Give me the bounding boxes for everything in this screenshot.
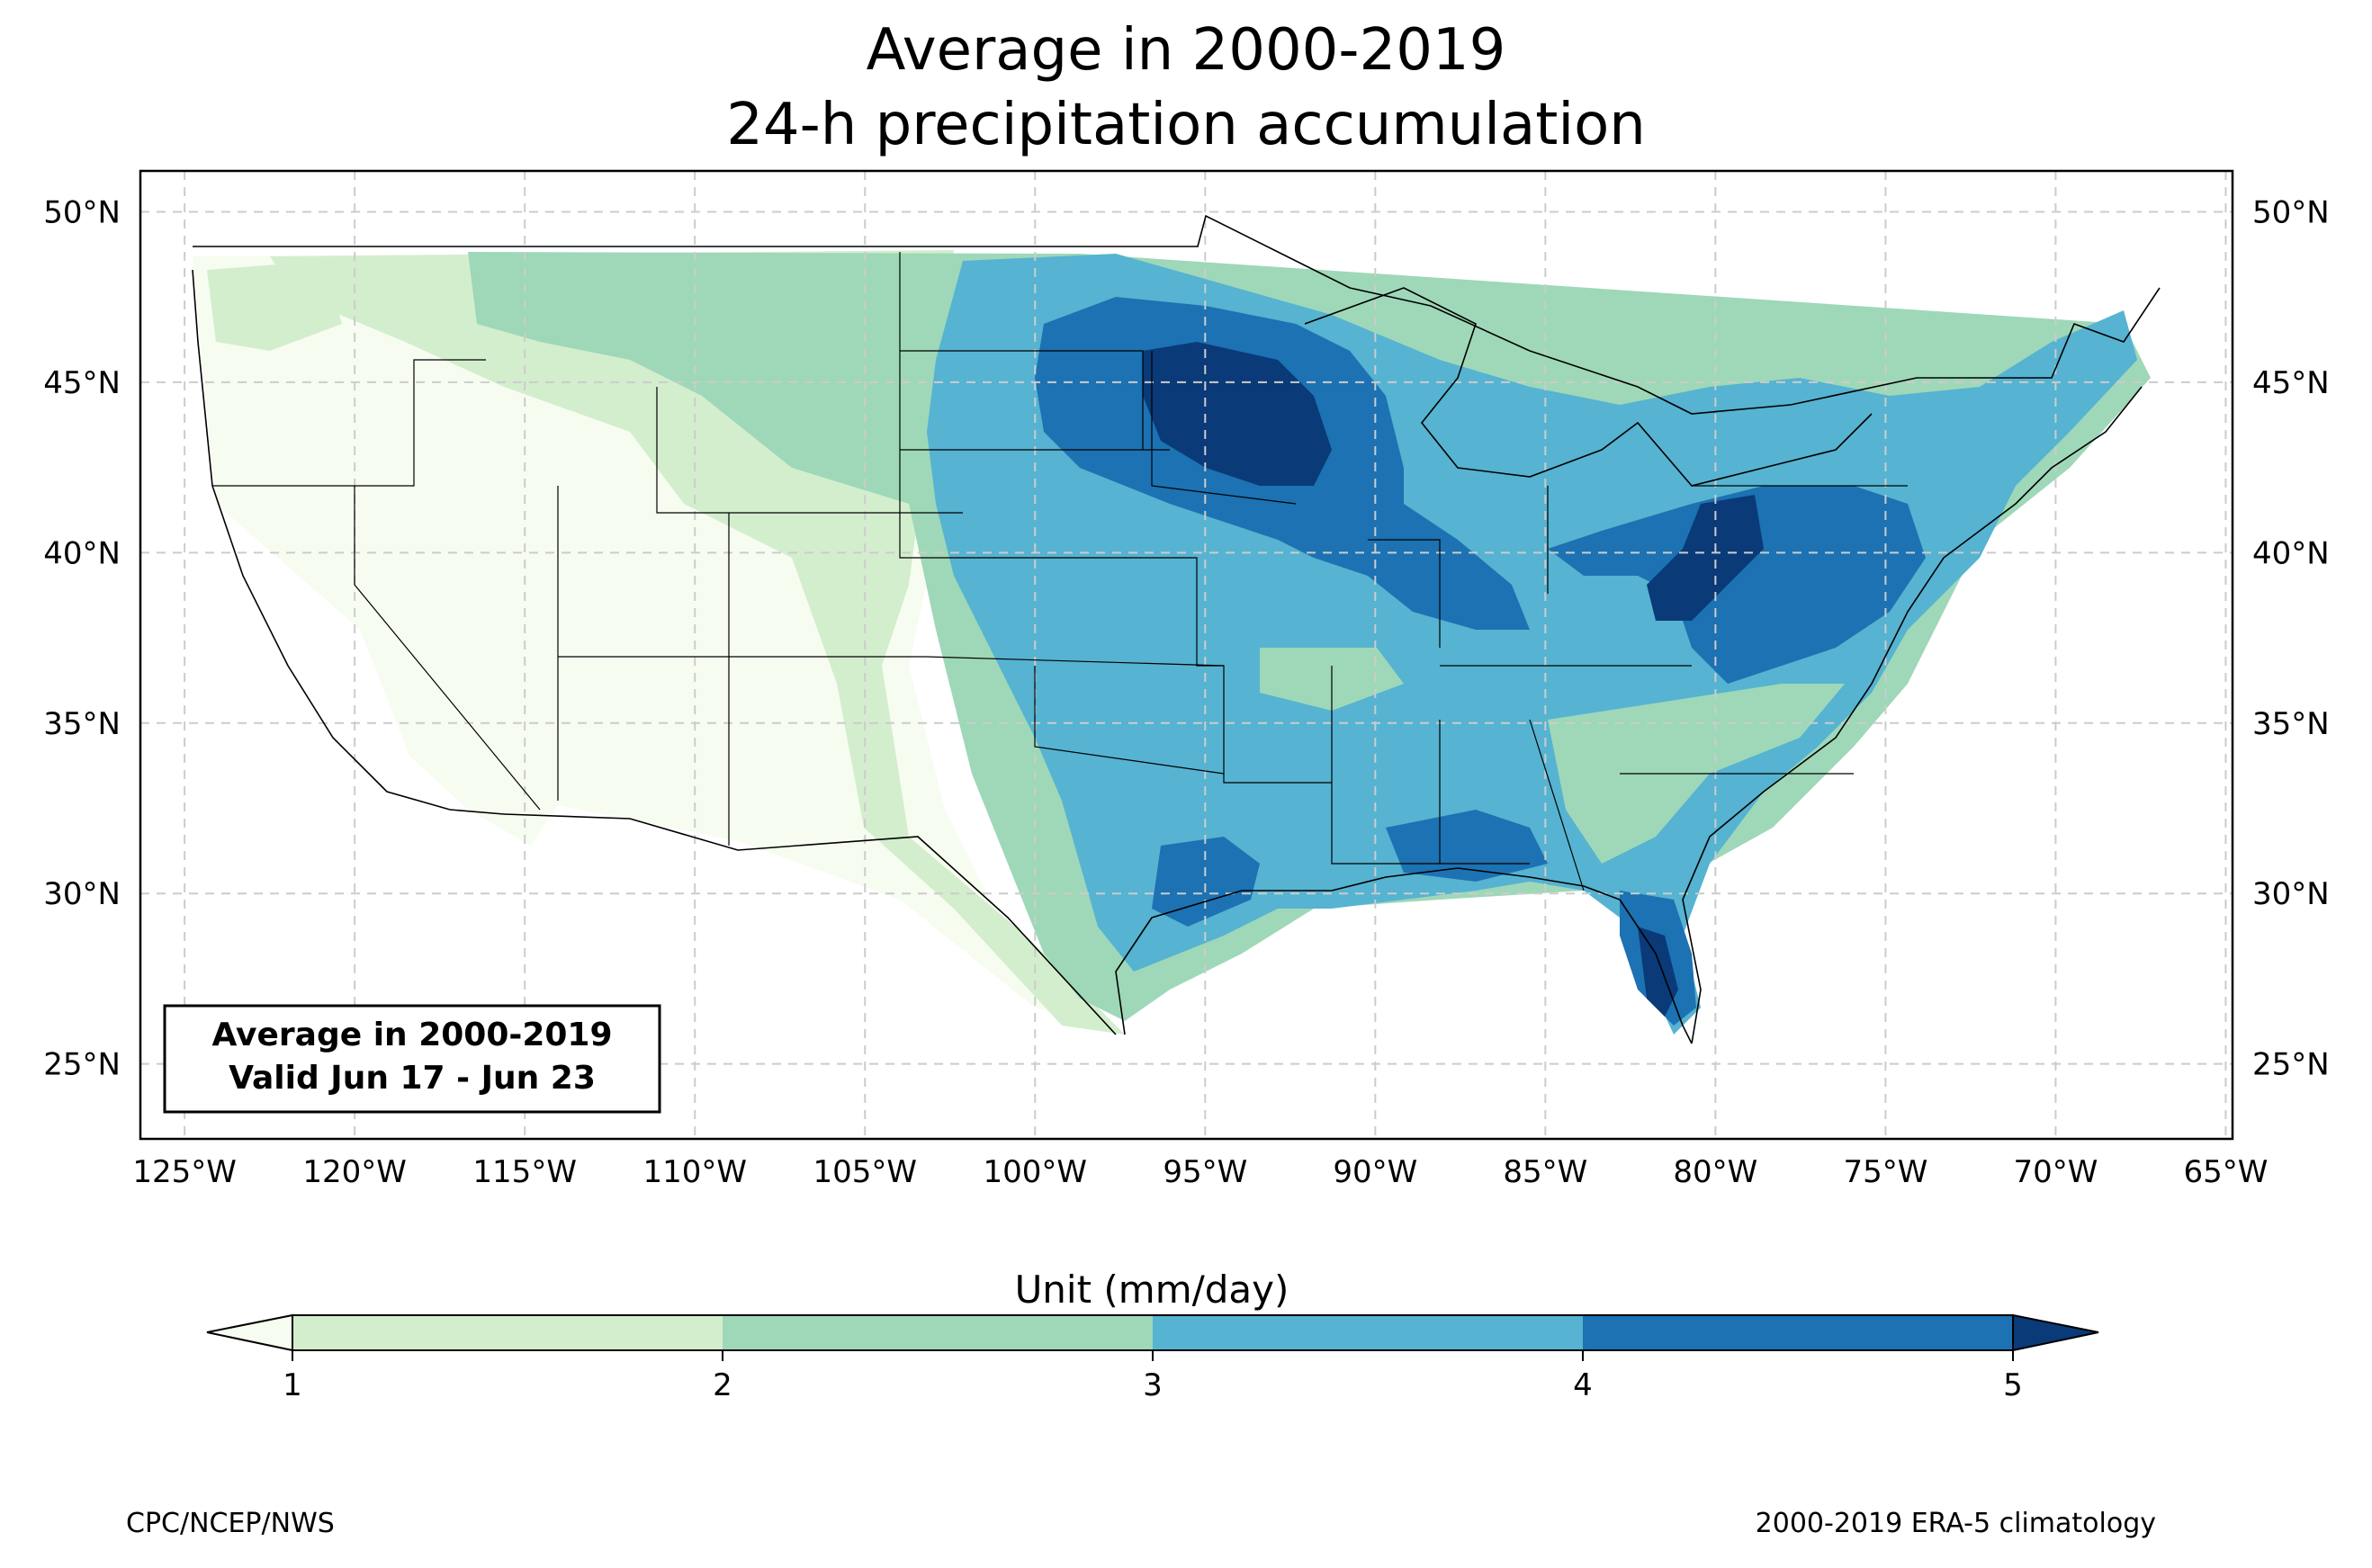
- map-frame: [139, 169, 2234, 1141]
- precip-band-1-2-nw: [207, 261, 342, 351]
- precip-field: [193, 250, 2151, 1035]
- state-line: [899, 252, 963, 559]
- colorbar-tick-label: 3: [1143, 1367, 1163, 1403]
- map-panel: Average in 2000-2019 Valid Jun 17 - Jun …: [43, 169, 2330, 1190]
- state-line: [354, 486, 541, 811]
- state-line: [656, 387, 963, 514]
- state-line: [1034, 666, 1225, 775]
- lat-tick-label-left: 30°N: [43, 876, 121, 912]
- info-box-frame: [163, 1004, 661, 1114]
- lon-tick-label: 125°W: [132, 1154, 237, 1190]
- lat-tick-label-right: 45°N: [2252, 365, 2330, 401]
- colorbar-segment-2-3: [723, 1315, 1153, 1350]
- colorbar-extend-low: [206, 1313, 293, 1352]
- lat-tick-label-right: 50°N: [2252, 194, 2330, 230]
- footer-left: CPC/NCEP/NWS: [126, 1508, 335, 1539]
- footer-right: 2000-2019 ERA-5 climatology: [1756, 1508, 2156, 1539]
- state-line: [1151, 351, 1297, 505]
- precip-above-5-east: [1647, 495, 1764, 621]
- longitude-tick-labels: 125°W 120°W 115°W 110°W 105°W 100°W 95°W 90°W 85…: [132, 1154, 2268, 1190]
- lat-tick-label-left: 35°N: [43, 706, 121, 742]
- colorbar-segment-3-4: [1153, 1315, 1583, 1350]
- state-line: [1331, 666, 1530, 865]
- state-line: [926, 656, 1332, 784]
- colorbar-tick-label: 4: [1573, 1367, 1593, 1403]
- lon-tick-label: 95°W: [1163, 1154, 1247, 1190]
- gulf-coast: [1115, 867, 1693, 1044]
- mexico-border: [503, 813, 1117, 1035]
- lon-tick-label: 120°W: [302, 1154, 407, 1190]
- colorbar-tick-label: 2: [713, 1367, 732, 1403]
- lon-tick-label: 105°W: [813, 1154, 917, 1190]
- colorbar-segment-4-5: [1583, 1315, 2013, 1350]
- lon-tick-label: 110°W: [642, 1154, 747, 1190]
- colorbar-label: Unit (mm/day): [1015, 1268, 1289, 1312]
- info-box-line1: Average in 2000-2019: [211, 1017, 612, 1053]
- lon-tick-label: 90°W: [1333, 1154, 1417, 1190]
- lat-tick-label-left: 25°N: [43, 1047, 121, 1083]
- lat-tick-label-right: 35°N: [2252, 706, 2330, 742]
- lat-tick-label-right: 40°N: [2252, 535, 2330, 571]
- lat-tick-label-left: 50°N: [43, 194, 121, 230]
- lon-tick-label: 80°W: [1673, 1154, 1757, 1190]
- lat-tick-label-left: 45°N: [43, 365, 121, 401]
- info-box-line2: Valid Jun 17 - Jun 23: [229, 1060, 596, 1097]
- lat-tick-label-left: 40°N: [43, 535, 121, 571]
- state-lines: [212, 252, 1908, 892]
- title-line1: Average in 2000-2019: [867, 17, 1506, 84]
- state-line: [212, 359, 486, 487]
- latitude-tick-labels: 50°N 50°N 45°N 45°N 40°N 40°N 35°N 35°N 30°N 30°N…: [43, 194, 2329, 1082]
- east-coast: [1682, 386, 2143, 1044]
- precip-above-5: [1143, 342, 1332, 486]
- precip-band-4-5-east: [1548, 486, 1926, 684]
- great-lakes: [1304, 287, 1873, 487]
- west-coast: [192, 269, 505, 815]
- colorbar-tick-label: 5: [2003, 1367, 2023, 1403]
- lon-tick-label: 65°W: [2183, 1154, 2268, 1190]
- state-line: [1368, 539, 1441, 648]
- precip-band-4-5-texas: [1152, 837, 1260, 927]
- canada-us-border: [193, 214, 2161, 415]
- boundaries: [192, 214, 2161, 1044]
- state-line: [900, 350, 1144, 450]
- lat-tick-label-right: 30°N: [2252, 876, 2330, 912]
- colorbar-extend-high: [2012, 1313, 2099, 1352]
- title-line2: 24-h precipitation accumulation: [726, 92, 1646, 158]
- colorbar-segment-1-2: [292, 1315, 723, 1350]
- state-line: [1529, 719, 1585, 892]
- precip-above-5-florida: [1638, 927, 1678, 1017]
- colorbar-ticks: 1 2 3 4 5: [283, 1350, 2023, 1403]
- lon-tick-label: 70°W: [2013, 1154, 2098, 1190]
- colorbar: Unit (mm/day) 1 2 3 4 5: [206, 1268, 2099, 1403]
- lon-tick-label: 115°W: [472, 1154, 577, 1190]
- colorbar-tick-label: 1: [283, 1367, 302, 1403]
- lon-tick-label: 100°W: [984, 1154, 1088, 1190]
- lon-tick-label: 75°W: [1843, 1154, 1927, 1190]
- lat-tick-label-right: 25°N: [2252, 1047, 2330, 1083]
- lon-tick-label: 85°W: [1503, 1154, 1587, 1190]
- info-box: Average in 2000-2019 Valid Jun 17 - Jun …: [163, 1004, 661, 1114]
